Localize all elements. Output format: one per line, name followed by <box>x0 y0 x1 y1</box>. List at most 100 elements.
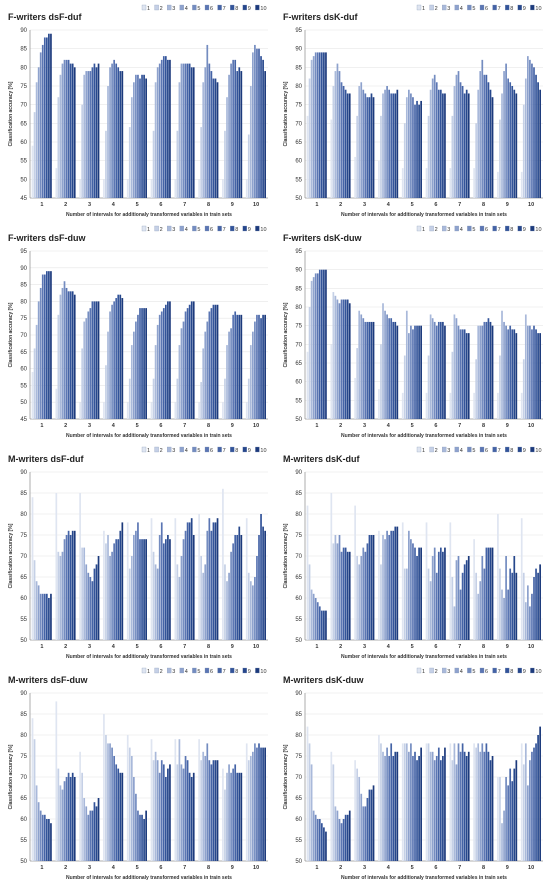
x-tick-label: 1 <box>40 423 43 429</box>
bar <box>95 67 98 198</box>
bar <box>95 806 98 861</box>
bar <box>539 726 541 861</box>
bar <box>416 325 418 419</box>
bar <box>330 493 333 640</box>
bar <box>479 581 482 640</box>
bar <box>212 78 215 198</box>
bar <box>485 74 488 198</box>
bar <box>531 751 533 861</box>
bar <box>135 321 137 419</box>
bar <box>48 598 50 640</box>
bar <box>449 168 452 198</box>
bar <box>87 572 90 640</box>
bar <box>164 777 167 861</box>
legend-swatch <box>179 446 184 453</box>
x-tick-label: 5 <box>411 202 414 208</box>
x-tick-label: 3 <box>88 865 91 871</box>
bar <box>410 93 412 198</box>
bar <box>394 93 397 198</box>
x-tick-label: 3 <box>363 423 366 429</box>
bar <box>33 112 36 198</box>
bar <box>537 735 539 861</box>
bar <box>384 539 386 640</box>
bar <box>260 56 262 198</box>
bar <box>408 89 410 198</box>
bar <box>320 52 323 199</box>
bar <box>192 301 195 419</box>
legend-label: 8 <box>510 6 513 12</box>
legend-label: 7 <box>223 448 226 454</box>
bar <box>332 764 335 861</box>
bar <box>135 74 137 198</box>
bar <box>143 819 145 861</box>
bar <box>236 71 239 198</box>
bar <box>420 325 422 419</box>
bar <box>364 551 367 640</box>
legend-swatch <box>255 4 260 11</box>
bar <box>497 392 499 419</box>
bar <box>485 321 488 419</box>
bar <box>479 71 482 198</box>
bar <box>372 97 375 198</box>
x-tick-label: 4 <box>112 644 116 650</box>
bar <box>128 568 131 640</box>
bar <box>312 810 315 861</box>
bar <box>202 348 205 419</box>
legend-swatch <box>242 225 247 232</box>
bar <box>240 535 243 640</box>
bar <box>119 530 122 640</box>
bar <box>356 115 359 198</box>
bar <box>520 171 523 198</box>
bar <box>224 378 226 419</box>
chart-panel: 50 55 60 65 70 75 80 85 90 95 1 2 3 4 5 6 7 8 9 10 Number of… <box>275 0 550 221</box>
x-tick-label: 6 <box>159 423 162 429</box>
bar <box>105 735 107 861</box>
bar <box>180 328 183 419</box>
bar <box>531 329 533 419</box>
bar <box>73 67 76 198</box>
bar <box>174 179 177 198</box>
bar <box>162 543 165 640</box>
bar <box>230 328 232 419</box>
bar <box>33 739 36 861</box>
bar <box>310 764 313 861</box>
bar <box>459 751 462 861</box>
bar <box>204 67 207 198</box>
bar <box>63 281 66 419</box>
chart-title: M-writers dsK-duf <box>283 454 361 464</box>
bar <box>109 743 111 861</box>
bar <box>139 814 141 861</box>
bar <box>63 781 66 861</box>
bar <box>531 63 533 198</box>
bar <box>117 768 120 861</box>
bar <box>31 145 34 198</box>
bar <box>473 392 475 419</box>
bar <box>55 493 58 640</box>
legend-label: 2 <box>160 448 163 454</box>
bar <box>330 344 333 419</box>
bar <box>459 82 462 198</box>
y-tick-label: 80 <box>20 299 27 305</box>
y-tick-label: 60 <box>20 140 27 146</box>
bar <box>162 56 165 198</box>
bar <box>533 577 535 640</box>
chart-title: F-writers dsF-duf <box>8 12 83 22</box>
bar <box>93 802 96 861</box>
legend-label: 3 <box>447 669 450 675</box>
bar <box>212 304 215 419</box>
x-tick-label: 5 <box>136 644 139 650</box>
bar <box>386 530 388 640</box>
bar <box>394 751 397 861</box>
bar <box>401 392 404 419</box>
bar <box>93 301 96 419</box>
bar <box>505 777 507 861</box>
bar <box>50 593 52 640</box>
y-tick-label: 50 <box>295 859 302 865</box>
y-tick-label: 90 <box>20 266 27 272</box>
bar <box>158 63 161 198</box>
bar <box>487 318 490 419</box>
bar <box>133 535 135 640</box>
bar <box>85 318 88 419</box>
